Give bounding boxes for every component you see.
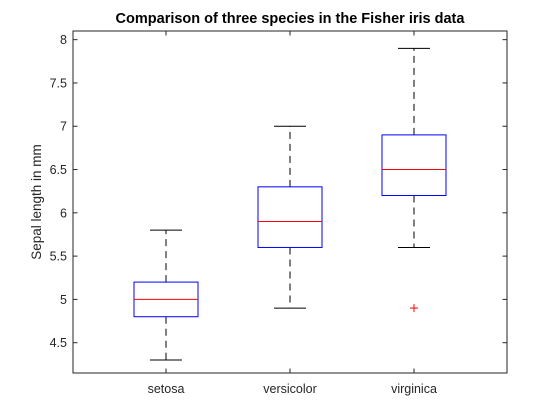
y-tick-label: 7 <box>60 120 67 134</box>
y-tick-label: 5.5 <box>50 250 67 264</box>
y-tick-label: 4.5 <box>50 336 67 350</box>
box-virginica <box>381 134 447 197</box>
outlier-marker <box>410 304 418 313</box>
y-tick-label: 6 <box>60 206 67 220</box>
chart-title: Comparison of three species in the Fishe… <box>116 11 466 27</box>
y-tick-label: 5 <box>60 293 67 307</box>
y-tick-label: 7.5 <box>50 76 67 90</box>
y-tick-label: 6.5 <box>50 163 67 177</box>
y-axis-label: Sepal length in mm <box>29 144 44 260</box>
x-tick-label: setosa <box>148 382 185 396</box>
y-tick-label: 8 <box>60 33 67 47</box>
axes-frame <box>72 30 508 374</box>
x-tick-label: versicolor <box>263 382 317 396</box>
axis-ticks: 4.5 5 5.5 6 6.5 7 7.5 8 setosa versicolor virginic… <box>50 31 507 396</box>
x-tick-label: virginica <box>391 382 437 396</box>
box-versicolor <box>257 186 323 248</box>
chart-marks <box>133 47 447 361</box>
